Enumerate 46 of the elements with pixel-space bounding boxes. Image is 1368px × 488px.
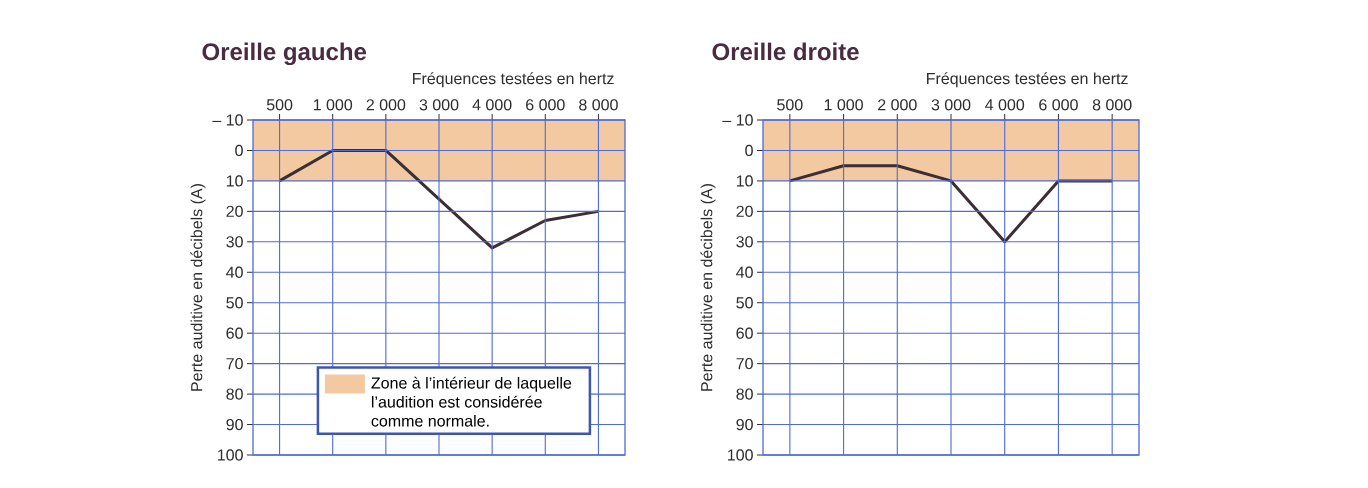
- x-tick-label: 1 000: [313, 99, 353, 111]
- y-tick-label: 70: [226, 357, 243, 370]
- x-tick-label: 4 000: [472, 99, 512, 111]
- line-series: [278, 148, 600, 250]
- y-tick-label: – 10: [212, 114, 243, 126]
- x-tick-label: 8 000: [579, 99, 618, 111]
- y-tick-label: 50: [226, 297, 243, 309]
- x-tick-label: 2 000: [878, 99, 917, 111]
- x-tick-label: 6 000: [1039, 99, 1078, 111]
- y-tick-label: 60: [736, 327, 753, 339]
- x-tick-label: 500: [266, 99, 293, 111]
- y-tick-label: – 10: [722, 114, 753, 126]
- y-tick-label: 90: [736, 418, 753, 431]
- x-tick-label: 6 000: [526, 99, 565, 111]
- y-tick-label: 60: [226, 327, 243, 339]
- y-tick-label: 80: [736, 388, 753, 400]
- y-tick-label: 20: [736, 205, 753, 218]
- y-tick-label: 90: [226, 418, 243, 431]
- y-tick-label: 40: [226, 266, 243, 278]
- y-tick-label: 10: [736, 175, 753, 187]
- x-tick-label: 3 000: [419, 99, 459, 111]
- x-tick-label: 8 000: [1092, 99, 1132, 111]
- y-axis-title: Perte auditive en décibels (A): [190, 184, 206, 391]
- y-tick-label: 0: [235, 144, 243, 157]
- x-tick-label: 4 000: [985, 99, 1025, 111]
- y-tick-label: 80: [226, 388, 243, 400]
- y-tick-label: 10: [226, 175, 243, 187]
- legend-label: Zone à l’intérieur de laquelle l’audition est considérée comme normale.: [371, 376, 572, 427]
- chart-title: Oreille droite: [712, 42, 859, 61]
- y-tick-label: 70: [736, 357, 753, 370]
- y-tick-label: 50: [736, 297, 753, 309]
- x-axis-title: Fréquences testées en hertz: [413, 72, 614, 88]
- x-tick-label: 2 000: [366, 99, 406, 111]
- y-tick-label: 100: [728, 449, 753, 461]
- chart-title: Oreille gauche: [202, 42, 367, 66]
- y-axis-title: Perte auditive en décibels (A): [700, 184, 716, 391]
- x-tick-label: 3 000: [931, 99, 971, 111]
- y-tick-label: 20: [226, 205, 243, 218]
- y-tick-label: 30: [226, 236, 243, 248]
- y-tick-label: 40: [736, 266, 753, 278]
- x-tick-label: 1 000: [824, 99, 863, 111]
- x-axis-title: Fréquences testées en hertz: [927, 72, 1128, 88]
- y-tick-label: 100: [218, 449, 243, 461]
- y-tick-label: 30: [736, 236, 753, 248]
- x-tick-label: 500: [777, 99, 803, 111]
- y-tick-label: 0: [745, 144, 753, 157]
